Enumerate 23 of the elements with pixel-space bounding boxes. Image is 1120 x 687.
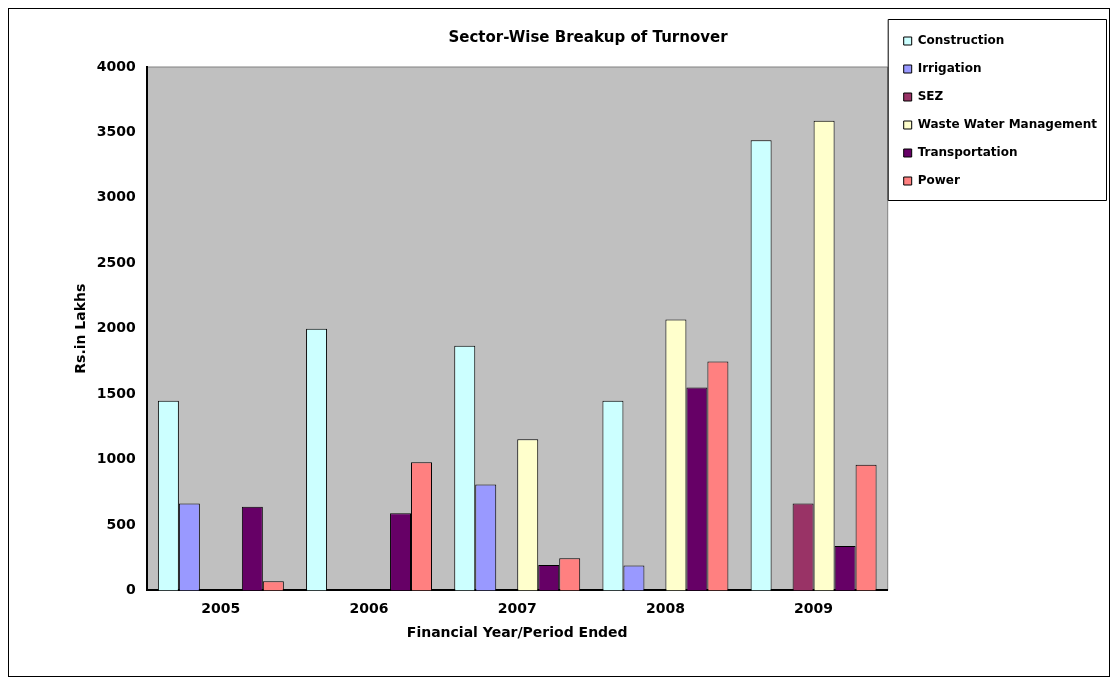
legend-label: SEZ: [917, 89, 944, 104]
y-tick-label: 2500: [96, 253, 137, 270]
chart-title: Sector-Wise Breakup of Turnover: [448, 27, 729, 46]
y-tick-label: 3500: [96, 123, 137, 140]
legend-label: Transportation: [917, 145, 1018, 160]
x-axis-title: Financial Year/Period Ended: [406, 624, 628, 641]
y-tick-label: 3000: [96, 188, 137, 205]
x-tick-label: 2009: [794, 600, 834, 617]
y-axis-title: Rs.in Lakhs: [72, 283, 89, 374]
x-tick-label: 2005: [201, 600, 241, 617]
legend-label: Construction: [917, 33, 1005, 48]
x-tick-label: 2006: [349, 600, 389, 617]
legend-label: Waste Water Management: [917, 117, 1098, 132]
y-tick-label: 2000: [96, 319, 137, 336]
legend-label: Power: [917, 173, 960, 188]
x-tick-label: 2008: [645, 600, 685, 617]
y-tick-label: 0: [126, 581, 137, 598]
y-tick-label: 1000: [96, 450, 137, 467]
legend-label: Irrigation: [917, 61, 982, 76]
y-tick-label: 4000: [96, 57, 137, 74]
x-tick-label: 2007: [497, 600, 537, 617]
y-tick-label: 500: [106, 515, 137, 532]
y-tick-label: 1500: [96, 384, 137, 401]
